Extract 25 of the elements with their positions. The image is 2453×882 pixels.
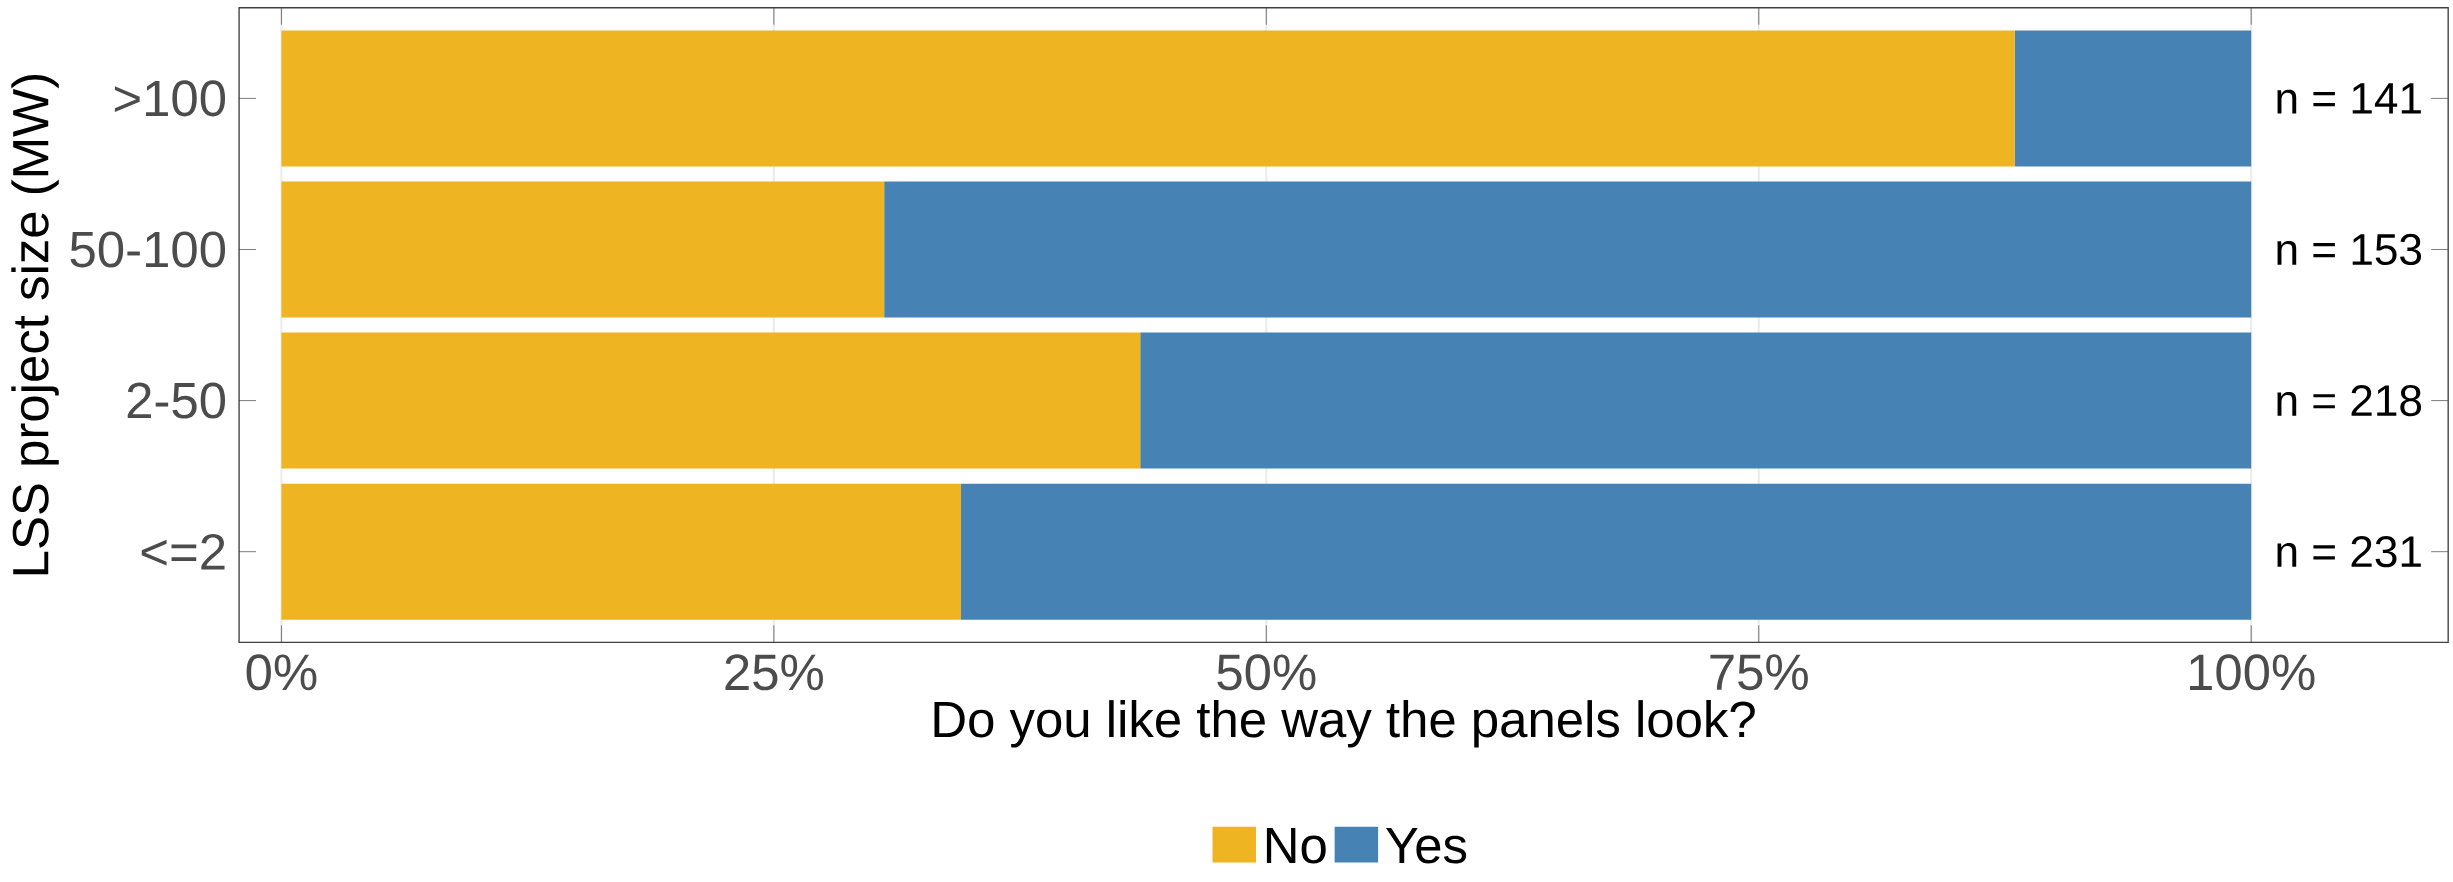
bar: [961, 483, 2252, 620]
legend-label: No: [1266, 828, 1326, 864]
y-tick-label: 2-50: [127, 382, 226, 419]
bar: [281, 332, 1141, 469]
bar: [281, 483, 961, 620]
annotation: n = 231: [2277, 536, 2421, 568]
x-axis-title: Do you like the way the panels look?: [934, 700, 1755, 748]
annotation: n = 218: [2277, 385, 2422, 417]
annotation: n = 153: [2277, 234, 2422, 266]
x-tick-label: 75%: [1710, 654, 1808, 691]
x-tick-label: 0%: [246, 654, 317, 691]
bar: [1140, 332, 2252, 469]
x-tick-label: 25%: [725, 654, 823, 691]
y-axis-title: LSS project size (MW): [11, 75, 59, 575]
annotation: n = 141: [2277, 83, 2421, 114]
y-tick-label: 50-100: [70, 231, 226, 268]
legend-label: Yes: [1386, 828, 1467, 864]
bar: [2014, 30, 2252, 167]
y-tick-label: >100: [114, 80, 226, 117]
bar: [884, 181, 2252, 318]
bar: [281, 30, 2015, 167]
x-tick-label: 50%: [1217, 654, 1316, 691]
x-tick-label: 100%: [2189, 654, 2315, 691]
bar: [281, 181, 885, 318]
y-tick-label: <=2: [141, 534, 225, 570]
